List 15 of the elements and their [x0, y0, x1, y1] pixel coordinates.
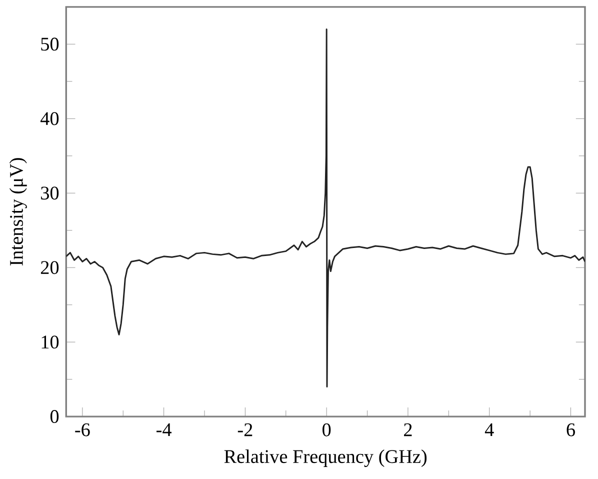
- y-tick-label: 30: [41, 186, 59, 200]
- y-tick-label: 50: [41, 37, 59, 50]
- x-tick-label: -6: [75, 423, 90, 436]
- x-tick-label: -4: [156, 423, 172, 436]
- y-tick-label: 40: [40, 112, 59, 125]
- x-tick-label: 0: [322, 423, 331, 436]
- y-tick-label: 10: [42, 335, 59, 348]
- x-tick-label: -2: [238, 423, 252, 436]
- x-tick-label: 4: [484, 423, 494, 436]
- x-axis-title: Relative Frequency (GHz): [224, 449, 427, 467]
- x-tick-label: 6: [566, 423, 575, 436]
- y-tick-label: 20: [40, 260, 59, 274]
- y-axis-title: Intensity (μV): [9, 158, 27, 266]
- x-tick-label: 2: [404, 423, 412, 436]
- y-tick-label: 0: [50, 410, 59, 423]
